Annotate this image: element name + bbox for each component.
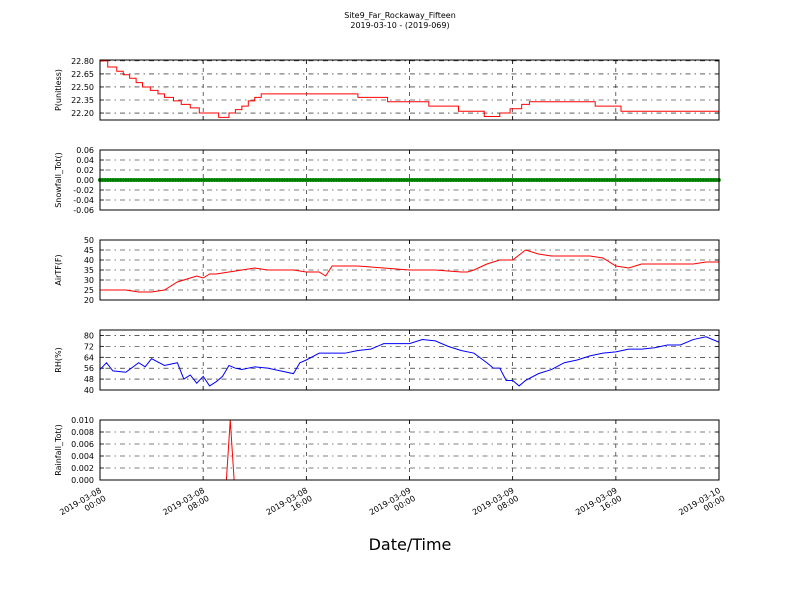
y-tick-label: 0.04: [76, 156, 94, 165]
x-tick-label: 2019-03-0800:00: [58, 486, 107, 525]
chart-title-line-2: 2019-03-10 - (2019-069): [350, 21, 449, 30]
y-axis-label: AirTF(F): [54, 254, 63, 285]
y-tick-label: 0.006: [71, 440, 94, 449]
chart-panels: 22.80 22.65 22.50 22.35 22.20 P(unitless) 0.06…: [54, 57, 721, 485]
series-line: [100, 60, 719, 118]
y-tick-label: 0.010: [71, 416, 94, 425]
y-tick-label: 30: [84, 276, 94, 285]
y-tick-label: 0.000: [71, 476, 94, 485]
x-tick-label: 2019-03-0808:00: [161, 486, 210, 525]
x-tick-label: 2019-03-0816:00: [265, 486, 314, 525]
y-tick-label: 22.65: [71, 70, 94, 79]
y-tick-label: 0.008: [71, 428, 94, 437]
y-tick-label: 56: [84, 364, 94, 373]
y-tick-label: 22.35: [71, 96, 94, 105]
y-tick-label: 64: [84, 353, 94, 362]
series-markers: [98, 178, 721, 182]
panel-frame: [99, 59, 720, 121]
series-line: [100, 249, 719, 293]
y-tick-label: 22.20: [71, 109, 94, 118]
panel-3: 80 72 64 56 48 40 RH(%): [54, 329, 720, 395]
panel-frame: [99, 149, 720, 211]
y-tick-label: 48: [84, 375, 94, 384]
y-tick-label: 0.002: [71, 464, 94, 473]
x-tick-label: 2019-03-1000:00: [677, 486, 726, 525]
y-tick-label: 40: [84, 256, 94, 265]
panel-0: 22.80 22.65 22.50 22.35 22.20 P(unitless): [54, 57, 720, 121]
panel-frame: [99, 239, 720, 301]
series-line: [99, 336, 720, 387]
y-tick-label: -0.02: [73, 186, 94, 195]
y-axis-label: Rainfall_Tot(): [54, 424, 63, 476]
y-tick-label: 72: [84, 342, 94, 351]
chart-title-line-1: Site9_Far_Rockaway_Fifteen: [344, 11, 456, 20]
y-tick-label: 80: [84, 331, 94, 340]
y-tick-label: -0.06: [73, 206, 94, 215]
panel-frame: [99, 329, 720, 391]
y-tick-label: 25: [84, 286, 94, 295]
y-tick-label: 35: [84, 266, 94, 275]
y-tick-label: -0.04: [73, 196, 94, 205]
y-axis-label: RH(%): [54, 347, 63, 372]
y-tick-label: 0.02: [76, 166, 94, 175]
x-tick-label: 2019-03-0908:00: [471, 486, 520, 525]
y-tick-label: 0.004: [71, 452, 94, 461]
y-tick-label: 50: [84, 236, 94, 245]
y-tick-label: 22.50: [71, 83, 94, 92]
y-axis-label: P(unitless): [54, 69, 63, 111]
x-tick-label: 2019-03-0916:00: [574, 486, 623, 525]
y-tick-label: 0.00: [76, 176, 94, 185]
y-tick-label: 20: [84, 296, 94, 305]
y-tick-label: 45: [84, 246, 94, 255]
y-tick-label: 40: [84, 386, 94, 395]
x-tick-label: 2019-03-0900:00: [368, 486, 417, 525]
y-tick-label: 22.80: [71, 57, 94, 66]
y-axis-label: Snowfall_Tot(): [54, 152, 63, 208]
x-axis-label: Date/Time: [369, 535, 452, 554]
panel-frame: [99, 419, 720, 481]
x-axis-tick-labels: 2019-03-0800:00 2019-03-0808:00 2019-03-08…: [58, 486, 726, 525]
y-tick-label: 0.06: [76, 146, 94, 155]
panel-1: 0.060.040.020.00-0.02-0.04-0.06 Snowfall_…: [54, 146, 721, 215]
panel-4: 0.010 0.008 0.006 0.004 0.002 0.000 Rainfall_T…: [54, 416, 720, 485]
